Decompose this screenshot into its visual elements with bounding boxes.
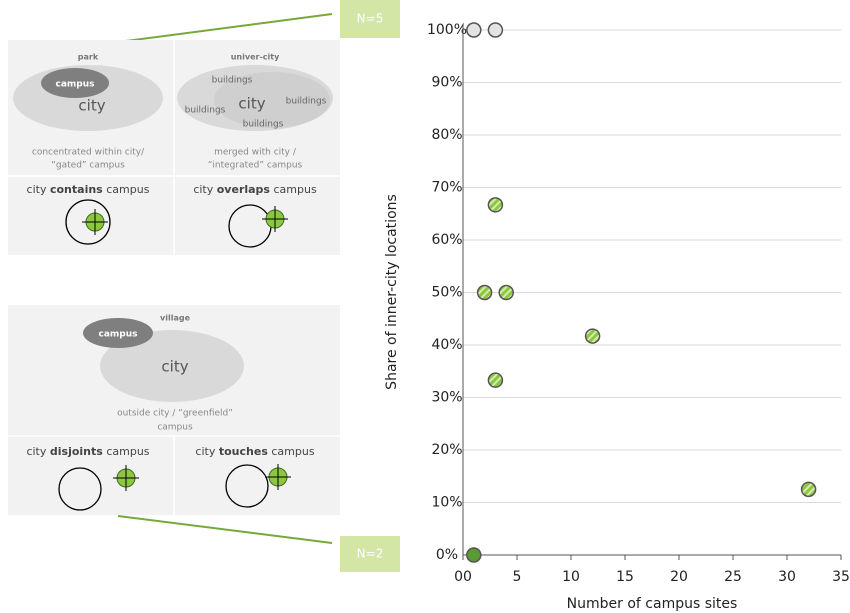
y-tick-label: 20%	[431, 442, 462, 458]
data-point	[584, 328, 601, 344]
panel-title: park	[78, 53, 99, 62]
data-point	[466, 22, 482, 38]
data-point	[487, 22, 504, 38]
x-tick-label: 30	[778, 569, 796, 585]
x-tick-label: 00	[454, 569, 472, 585]
relation-post: campus	[106, 183, 149, 196]
relation-post: campus	[273, 183, 316, 196]
relation: city disjoints campus	[26, 445, 149, 458]
y-tick-label: 80%	[431, 127, 462, 143]
buildings-label: buildings	[185, 106, 226, 116]
relation-pre: city	[26, 445, 46, 458]
x-tick-label: 15	[616, 569, 634, 585]
relation: city touches campus	[195, 445, 314, 458]
buildings-label: buildings	[286, 97, 327, 107]
x-tick-label: 25	[724, 569, 742, 585]
annotation: N=2	[357, 547, 384, 561]
relation-pre: city	[195, 445, 215, 458]
x-tick-label: 20	[670, 569, 688, 585]
y-tick-label: 100%	[427, 22, 467, 38]
y-tick-label: 60%	[431, 232, 462, 248]
connector	[117, 515, 333, 544]
caption: “gated” campus	[51, 161, 125, 171]
relation-verb: contains	[50, 183, 103, 196]
data-point	[487, 372, 504, 388]
relation: city contains campus	[27, 183, 150, 196]
relation-post: campus	[271, 445, 314, 458]
data-point	[498, 284, 514, 301]
campus-label: campus	[99, 330, 138, 340]
buildings-label: buildings	[212, 76, 253, 86]
data-point	[487, 197, 504, 213]
panel-title: village	[160, 314, 191, 323]
caption: concentrated within city/	[32, 148, 145, 158]
y-tick-label: 50%	[431, 285, 462, 301]
panel: village campus city outside city / “gree…	[8, 305, 340, 515]
x-tick-label: 35	[832, 569, 850, 585]
connector	[117, 13, 333, 43]
relation: city overlaps campus	[193, 183, 317, 196]
panel-title: univer-city	[231, 53, 280, 62]
y-tick-label: 90%	[431, 75, 462, 91]
annotation: N=5	[357, 12, 384, 26]
x-tick-label: 5	[513, 569, 522, 585]
annotation-box	[340, 0, 400, 38]
data-point	[466, 547, 482, 563]
data-point	[800, 481, 817, 498]
city-label: city	[161, 358, 188, 376]
relation-pre: city	[193, 183, 213, 196]
y-tick-label: 0%	[436, 547, 458, 563]
x-axis-label: Number of campus sites	[567, 596, 738, 612]
caption: “integrated” campus	[208, 161, 303, 171]
y-tick-label: 70%	[431, 180, 462, 196]
relation-pre: city	[27, 183, 47, 196]
y-tick-label: 30%	[431, 390, 462, 406]
panel: park campus city concentrated within cit…	[8, 40, 340, 255]
city-label: city	[238, 95, 265, 113]
annotation-box	[340, 536, 400, 572]
relation-verb: touches	[219, 445, 268, 458]
campus-label: campus	[56, 80, 95, 90]
caption: outside city / “greenfield”	[117, 409, 233, 419]
x-tick-label: 10	[562, 569, 580, 585]
caption: campus	[157, 423, 193, 433]
relation-verb: overlaps	[217, 183, 271, 196]
city-label: city	[78, 97, 105, 115]
y-tick-label: 10%	[431, 495, 462, 511]
relation-verb: disjoints	[50, 445, 103, 458]
caption: merged with city /	[214, 148, 297, 158]
relation-post: campus	[106, 445, 149, 458]
buildings-label: buildings	[243, 120, 284, 130]
y-tick-label: 40%	[431, 337, 462, 353]
y-axis-label: Share of inner-city locations	[384, 194, 400, 390]
data-point	[476, 284, 493, 301]
